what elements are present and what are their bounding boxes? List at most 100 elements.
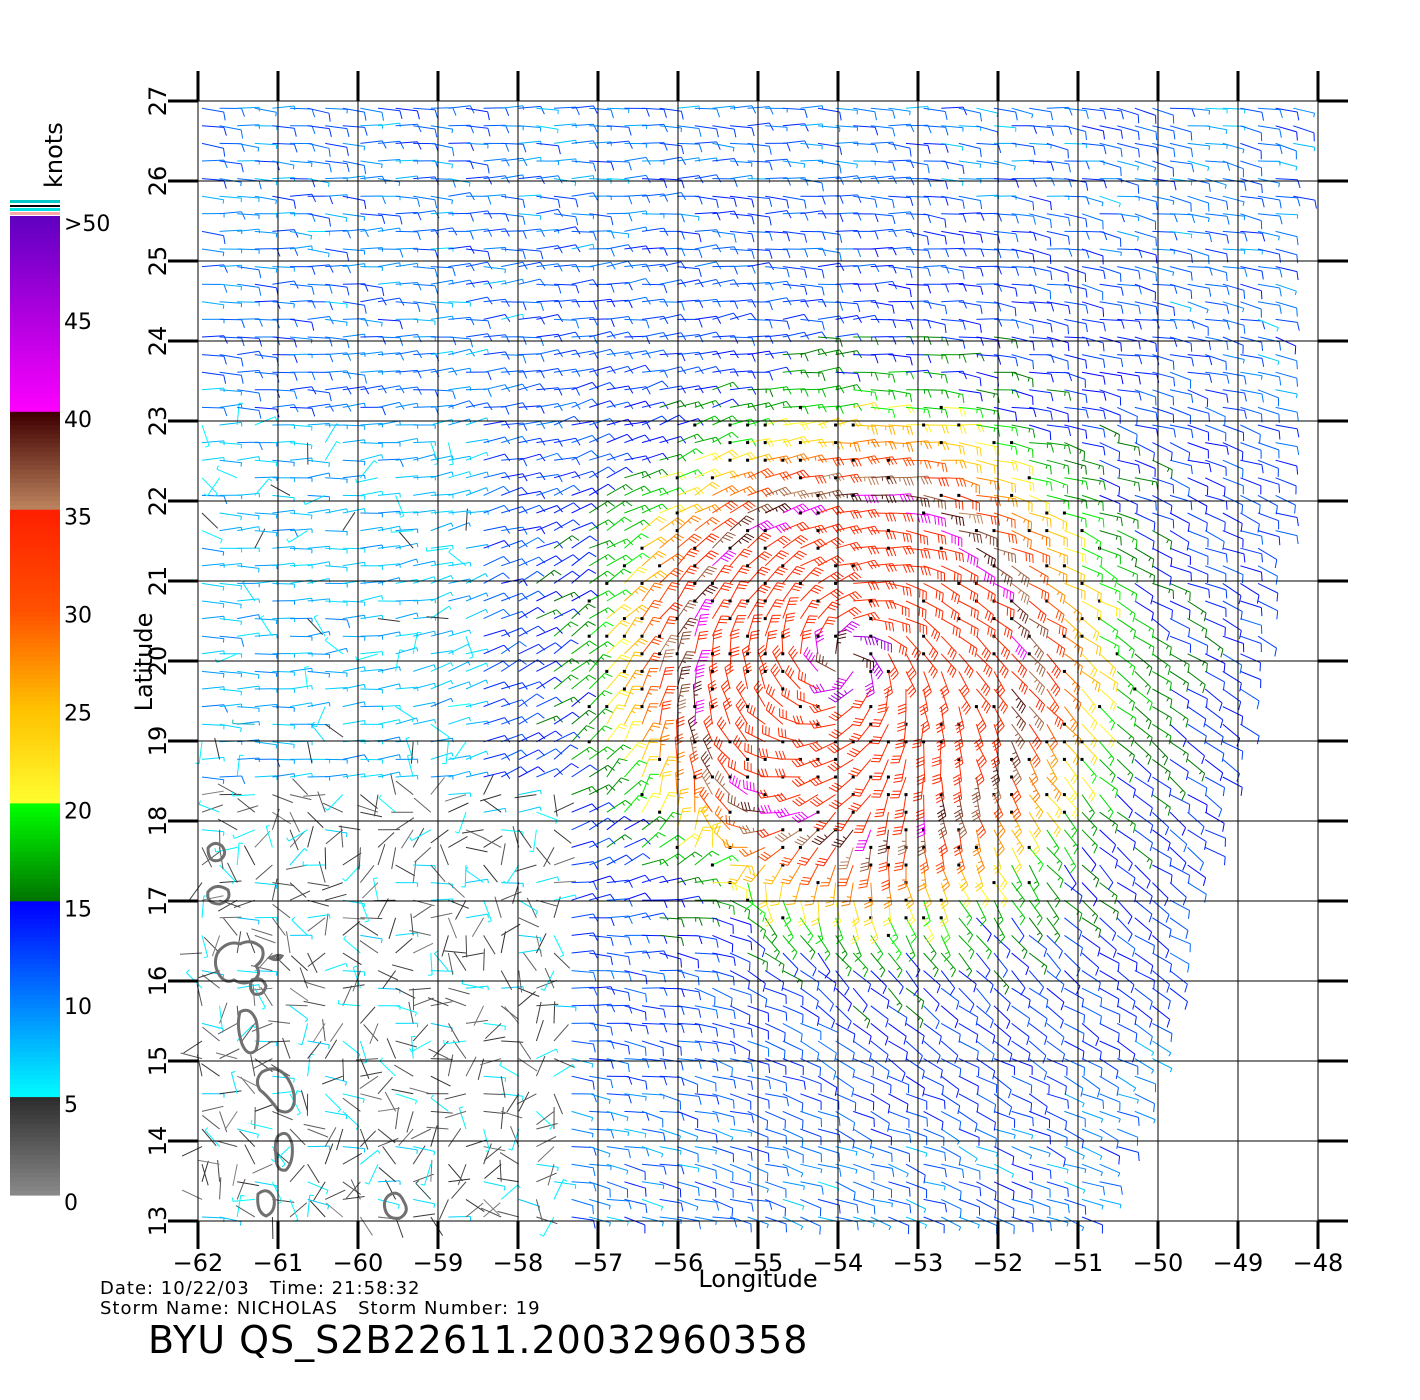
wind-barb [747, 438, 775, 447]
wind-barb [342, 635, 366, 641]
wind-barb [325, 1110, 348, 1120]
wind-barb [800, 420, 827, 429]
wind-barb [237, 984, 261, 989]
colorbar-cell [10, 442, 60, 448]
wind-barb [501, 578, 528, 587]
wind-barb [835, 107, 858, 115]
wind-barb [853, 283, 879, 293]
rain-flag [1062, 564, 1066, 568]
rain-flag [763, 617, 767, 621]
wind-barb [342, 371, 367, 384]
wind-barb [553, 318, 580, 329]
wind-barb [958, 653, 974, 679]
wind-barb [729, 265, 756, 274]
wind-barb [1011, 741, 1021, 769]
colorbar-cell [10, 945, 60, 951]
wind-barb [1028, 917, 1043, 943]
wind-barb [518, 194, 542, 200]
wind-barb [501, 682, 528, 690]
wind-barb [1099, 688, 1117, 712]
wind-barb [553, 763, 579, 778]
wind-barb [923, 318, 947, 334]
wind-barb [1204, 653, 1226, 673]
wind-barb [870, 175, 897, 184]
wind-barb [1117, 442, 1141, 456]
wind-barb [659, 1040, 682, 1056]
wind-barb [694, 952, 720, 963]
wind-barb [870, 264, 897, 274]
wind-barb [888, 1093, 909, 1113]
colorbar-cell [10, 1181, 60, 1187]
wind-barb [219, 421, 243, 427]
wind-barb [1064, 1216, 1085, 1232]
wind-barb [729, 1093, 752, 1110]
wind-barb [355, 1058, 379, 1061]
wind-barb [195, 741, 203, 765]
wind-barb [659, 1181, 682, 1198]
wind-barb [1152, 530, 1173, 550]
wind-barb [342, 1146, 366, 1153]
wind-barb [782, 107, 808, 118]
colorbar-cell [10, 607, 60, 613]
wind-barb [941, 195, 965, 209]
wind-barb [448, 301, 471, 307]
wind-barb [536, 107, 559, 115]
wind-barb [1257, 600, 1279, 620]
wind-barb [535, 933, 547, 954]
wind-barb [571, 230, 597, 241]
wind-barb [1029, 266, 1053, 280]
colorbar-top-lines [10, 200, 60, 215]
wind-barb [1134, 917, 1153, 941]
wind-barb [729, 970, 750, 990]
wind-barb [1046, 494, 1070, 510]
wind-barb [483, 1093, 506, 1096]
wind-barb [1222, 389, 1247, 402]
wind-barb [271, 878, 278, 901]
wind-barb [714, 805, 731, 831]
wind-barb [217, 899, 238, 912]
wind-barb [272, 371, 298, 381]
wind-barb [1152, 864, 1173, 884]
wind-barb [214, 846, 238, 853]
colorbar-cell [10, 772, 60, 778]
rain-flag [1027, 529, 1031, 533]
wind-barb [1134, 635, 1155, 656]
rain-flag [746, 757, 750, 761]
wind-barb [237, 917, 260, 925]
wind-barb [342, 773, 366, 778]
wind-barb [1046, 1023, 1065, 1046]
wind-barb [448, 230, 474, 240]
wind-barb [219, 264, 243, 270]
rain-flag [640, 687, 644, 691]
wind-barb [395, 301, 421, 312]
wind-barb [792, 794, 819, 807]
wind-barb [589, 1093, 611, 1104]
wind-barb [1222, 406, 1247, 419]
wind-barb [388, 917, 397, 939]
wind-barb [1134, 442, 1155, 462]
wind-barb [765, 125, 788, 132]
wind-barb [1028, 952, 1048, 975]
wind-barb [1046, 1146, 1066, 1167]
colorbar-cell [10, 411, 60, 417]
wind-barb [814, 627, 825, 654]
wind-barb [589, 1022, 613, 1036]
colorbar-cell [10, 674, 60, 680]
colorbar-cell [10, 216, 60, 222]
wind-barb [782, 212, 809, 221]
rain-flag [640, 634, 644, 638]
wind-barb [659, 756, 678, 778]
wind-barb [501, 230, 527, 239]
wind-barb [252, 1163, 273, 1174]
wind-barb [747, 335, 774, 344]
wind-barb [782, 987, 804, 1006]
wind-barb [303, 981, 326, 989]
wind-barb [641, 213, 665, 219]
wind-barb [624, 1146, 650, 1157]
rain-flag [746, 458, 750, 462]
wind-barb [606, 1181, 629, 1198]
wind-barb [809, 683, 836, 694]
wind-barb [694, 850, 720, 866]
wind-barb [201, 1128, 217, 1147]
wind-barb [254, 916, 278, 922]
